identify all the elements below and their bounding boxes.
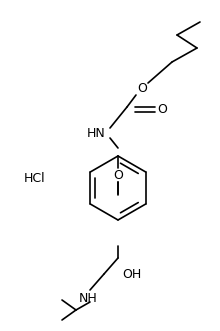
Text: O: O — [137, 81, 147, 94]
Text: O: O — [157, 103, 167, 116]
Text: NH: NH — [79, 293, 97, 306]
Text: OH: OH — [122, 267, 141, 280]
Text: O: O — [113, 168, 123, 181]
Text: HN: HN — [86, 126, 105, 139]
Text: HCl: HCl — [24, 171, 46, 184]
